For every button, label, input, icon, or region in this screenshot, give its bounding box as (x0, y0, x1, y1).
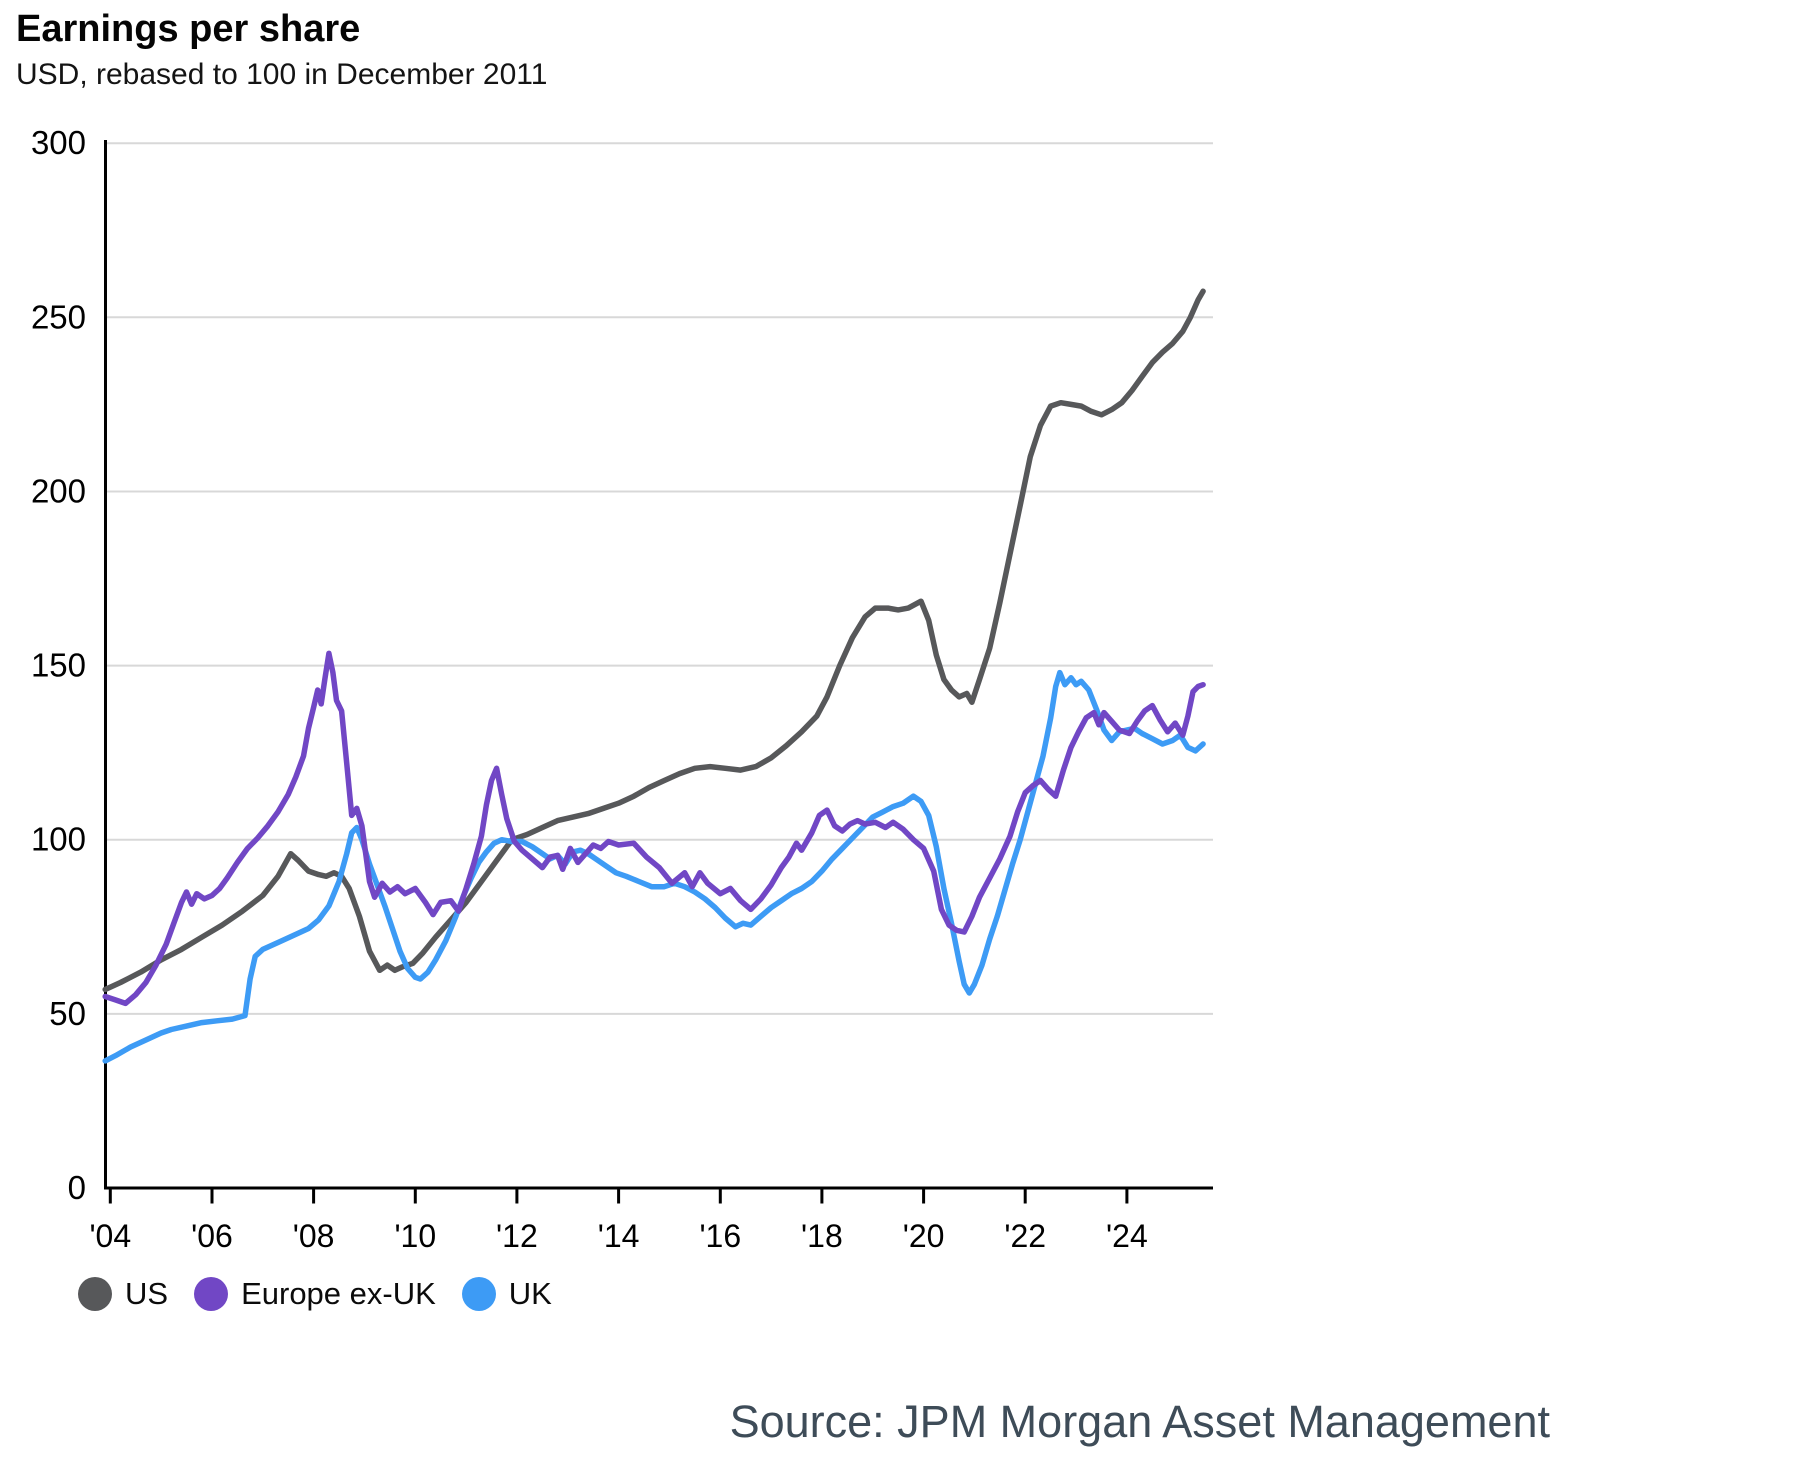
chart-title: Earnings per share (16, 8, 361, 50)
chart-subtitle: USD, rebased to 100 in December 2011 (16, 58, 548, 91)
x-tick-label-2008: '08 (293, 1218, 335, 1254)
y-tick-label-0: 0 (68, 1169, 86, 1206)
europe-ex-uk-series-color-dot (194, 1277, 229, 1311)
legend-item-us: US (78, 1276, 168, 1312)
x-tick-label-2016: '16 (699, 1218, 741, 1254)
x-tick-label-2014: '14 (598, 1218, 640, 1254)
series-line-uk (102, 669, 1206, 1064)
source-attribution: Source: JPM Morgan Asset Management (729, 1396, 1550, 1447)
y-tick-label-100: 100 (31, 821, 86, 858)
y-tick-label-200: 200 (31, 473, 86, 510)
legend-label-uk: UK (508, 1276, 552, 1311)
series-line-europe-ex-uk (102, 650, 1206, 1007)
axes (104, 140, 1213, 1204)
x-tick-label-2022: '22 (1004, 1218, 1046, 1254)
us-series-color-dot (78, 1277, 112, 1311)
legend: US Europe ex-UK UK (78, 1276, 552, 1312)
x-tick-label-2004: '04 (89, 1218, 131, 1254)
legend-label-europe-ex-uk: Europe ex-UK (241, 1276, 436, 1311)
x-tick-label-2006: '06 (191, 1218, 233, 1254)
y-tick-label-300: 300 (31, 124, 86, 161)
x-axis-tick-labels: '04 '06 '08 '10 '12 '14 '16 '18 '20 '22 '24 (89, 1218, 1147, 1254)
series-lines (102, 288, 1206, 1064)
y-tick-label-150: 150 (31, 647, 86, 684)
y-tick-label-50: 50 (49, 995, 86, 1032)
x-tick-label-2018: '18 (801, 1218, 843, 1254)
legend-item-uk: UK (461, 1276, 552, 1312)
y-axis-tick-labels: 0 50 100 150 200 250 300 (31, 124, 86, 1206)
x-tick-label-2024: '24 (1106, 1218, 1148, 1254)
x-tick-label-2020: '20 (903, 1218, 945, 1254)
x-tick-label-2012: '12 (496, 1218, 538, 1254)
legend-label-us: US (125, 1276, 169, 1311)
series-line-us (102, 288, 1206, 993)
legend-item-europe-ex-uk: Europe ex-UK (194, 1276, 436, 1312)
y-tick-label-250: 250 (31, 298, 86, 335)
gridlines (105, 142, 1213, 1015)
x-tick-label-2010: '10 (394, 1218, 436, 1254)
uk-series-color-dot (461, 1277, 496, 1311)
